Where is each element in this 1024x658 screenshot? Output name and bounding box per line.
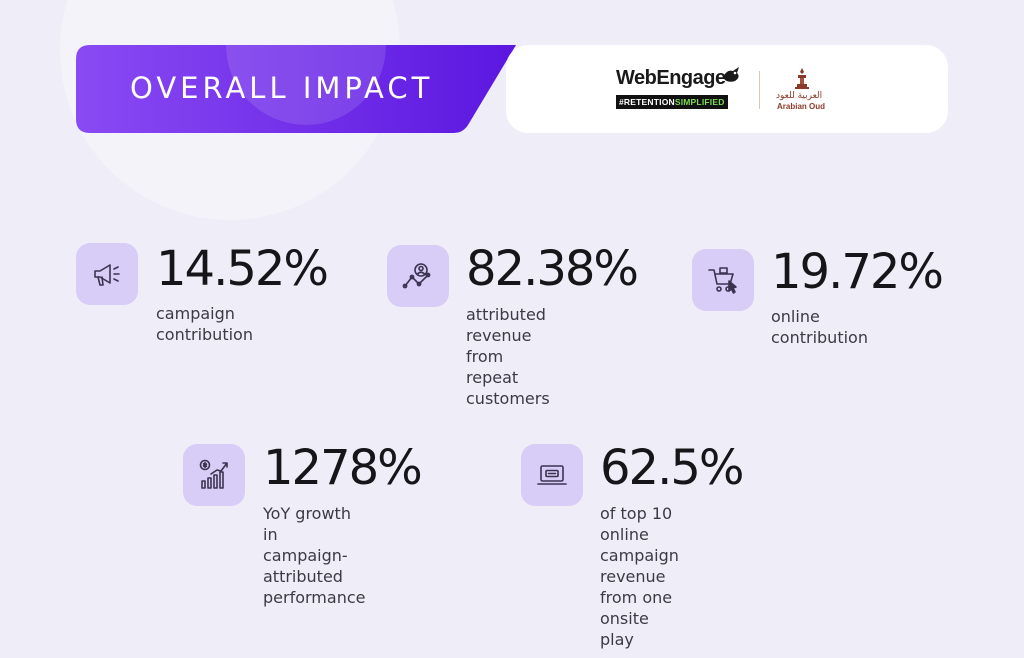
stat-description: online contribution	[771, 307, 868, 347]
stat-value: 1278%	[263, 440, 423, 496]
page-title: OVERALL IMPACT	[130, 71, 434, 105]
webengage-logo: WebEngage #RETENTIONSIMPLIFIED	[616, 67, 746, 113]
arabian-oud-logo: العربية للعود Arabian Oud	[768, 67, 838, 115]
webengage-tagline: #RETENTIONSIMPLIFIED	[616, 95, 728, 109]
user-analytics-icon	[402, 263, 431, 289]
laptop-icon	[537, 465, 567, 485]
megaphone-icon	[94, 264, 120, 286]
growth-chart-icon	[199, 459, 228, 489]
stat-icon-tile	[387, 245, 449, 307]
arabian-oud-english-name: Arabian Oud	[777, 102, 826, 111]
tagline-suffix: SIMPLIFIED	[674, 97, 725, 107]
stat-value: 82.38%	[466, 241, 639, 297]
stat-value: 19.72%	[771, 244, 944, 300]
bird-icon	[723, 67, 739, 82]
logo-divider	[759, 71, 760, 109]
banner-shape	[76, 45, 516, 133]
arabian-oud-arabic-name: العربية للعود	[776, 91, 823, 101]
tagline-prefix: #RETENTION	[619, 97, 675, 107]
header-banner: OVERALL IMPACT	[76, 45, 516, 133]
stat-value: 62.5%	[600, 440, 744, 496]
partner-logos-card: WebEngage #RETENTIONSIMPLIFIED العربية ل…	[506, 45, 948, 133]
stat-icon-tile	[692, 249, 754, 311]
stat-icon-tile	[521, 444, 583, 506]
stat-value: 14.52%	[156, 241, 329, 297]
webengage-wordmark: WebEngage	[616, 67, 726, 89]
stat-description: attributed revenue from repeat customers	[466, 305, 550, 408]
oud-emblem-icon	[795, 68, 809, 89]
stat-description: YoY growth in campaign- attributed perfo…	[263, 504, 366, 607]
stat-description: campaign contribution	[156, 304, 253, 344]
shopping-cart-icon	[708, 267, 737, 294]
stat-icon-tile	[183, 444, 245, 506]
stat-icon-tile	[76, 243, 138, 305]
stat-description: of top 10 online campaign revenue from o…	[600, 504, 679, 649]
